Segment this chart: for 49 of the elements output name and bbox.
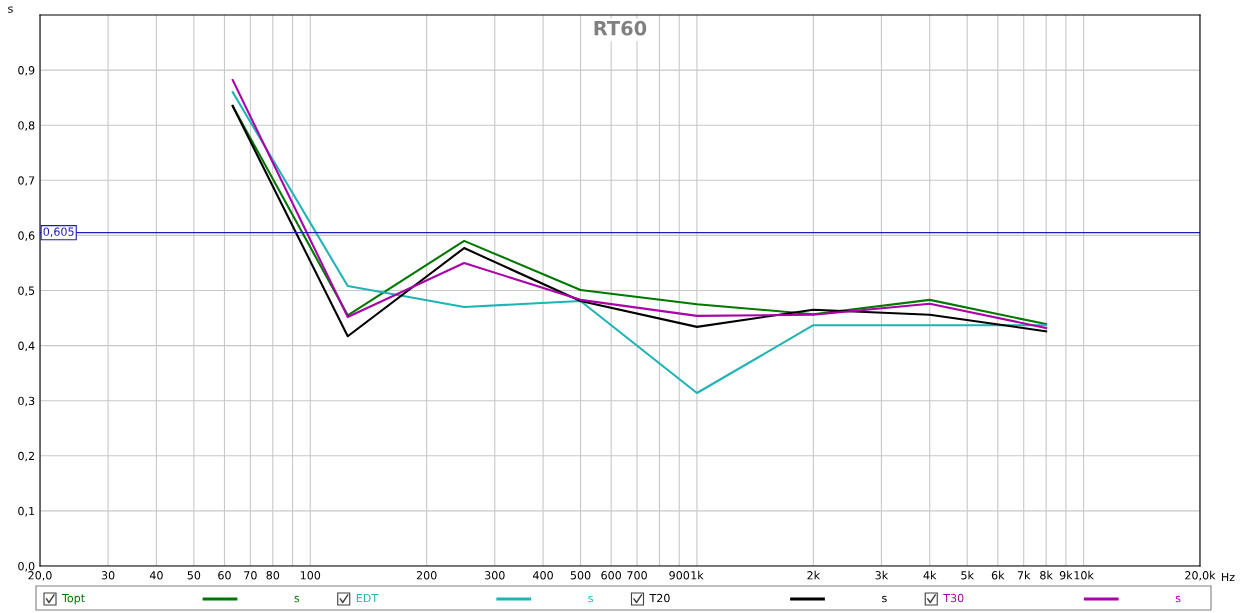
x-tick-label: 20,0	[28, 571, 52, 581]
y-tick-label: 0,5	[18, 286, 35, 297]
text: s	[1175, 595, 1181, 603]
line-series	[231, 91, 1048, 395]
x-tick-label: 40	[149, 571, 163, 580]
text: T30	[943, 593, 964, 603]
x-tick-label: 8k	[1040, 570, 1053, 580]
y-tick-label: 0,2	[18, 451, 35, 462]
chart-title: RT60	[594, 20, 647, 36]
y-tick-label: 0,1	[18, 506, 35, 517]
x-tick-label: 60	[218, 571, 231, 580]
y-tick-label: 0,4	[18, 341, 35, 352]
text: Topt	[61, 593, 85, 605]
y-tick-label: 0,9	[18, 66, 35, 76]
x-tick-label: 300	[485, 571, 505, 580]
x-tick-label: 700	[627, 571, 647, 580]
x-tick-label: 100	[300, 571, 321, 580]
x-tick-label: 70	[244, 571, 257, 580]
x-tick-label: 7k	[1017, 570, 1031, 580]
x-tick-label: 200	[416, 571, 437, 580]
x-tick-label: 30	[101, 571, 115, 580]
x-tick-label: 20,0k	[1185, 570, 1216, 581]
x-tick-label: 6k	[991, 570, 1005, 580]
text: s	[882, 595, 887, 603]
x-axis-title: Hz	[1221, 572, 1235, 582]
y-tick-label: 0,6	[18, 231, 35, 241]
x-tick-label: 900	[669, 571, 690, 580]
text: EDT	[356, 593, 379, 603]
x-tick-label: 600	[601, 571, 622, 580]
x-tick-label: 50	[187, 571, 201, 580]
x-tick-label: 1k	[691, 570, 704, 580]
x-tick-label: 500	[570, 571, 591, 580]
x-tick-label: 80	[266, 571, 280, 580]
ref-line-label: 0,605	[43, 227, 74, 237]
y-tick-label: 0,3	[18, 396, 35, 407]
x-tick-label: 9k	[1059, 570, 1073, 580]
y-tick-label: 0,0	[18, 561, 35, 572]
x-tick-label: 4k	[923, 570, 937, 580]
text: T20	[649, 593, 670, 603]
x-tick-label: 2k	[807, 570, 821, 580]
x-tick-label: 3k	[875, 570, 889, 580]
x-tick-label: 400	[533, 571, 553, 580]
y-tick-label: 0,8	[18, 121, 35, 131]
text: s	[294, 595, 300, 603]
y-axis-title: s	[8, 6, 13, 13]
x-tick-label: 10k	[1074, 570, 1094, 580]
x-tick-label: 5k	[961, 570, 974, 580]
y-tick-label: 0,7	[18, 176, 35, 186]
text: s	[588, 595, 593, 603]
